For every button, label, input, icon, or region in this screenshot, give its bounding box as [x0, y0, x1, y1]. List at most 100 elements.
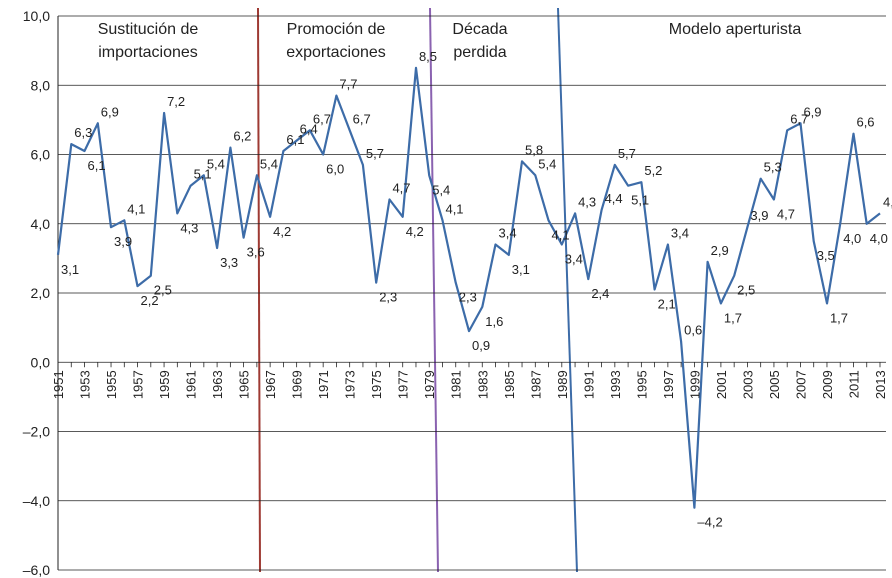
data-label: 6,1 [286, 132, 304, 147]
data-label: 2,4 [591, 286, 609, 301]
data-label: 4,1 [445, 201, 463, 216]
period-label: Sustitución de [98, 21, 199, 38]
data-label: 7,7 [339, 77, 357, 92]
data-label: 6,4 [300, 122, 318, 137]
x-tick-label: 1965 [237, 370, 252, 399]
data-label: –4,2 [697, 515, 722, 530]
x-tick-label: 1953 [78, 370, 93, 399]
x-tick-label: 1991 [581, 370, 596, 399]
period-label: importaciones [98, 44, 198, 61]
data-label: 5,4 [260, 156, 278, 171]
data-label: 3,3 [220, 255, 238, 270]
data-label: 4,7 [777, 207, 795, 222]
data-label: 7,2 [167, 94, 185, 109]
data-label: 2,2 [141, 293, 159, 308]
data-label: 6,2 [233, 129, 251, 144]
period-label: Modelo aperturista [669, 21, 802, 38]
data-label: 2,5 [737, 283, 755, 298]
data-label: 3,4 [499, 226, 517, 241]
data-label: 6,7 [313, 111, 331, 126]
data-label: 3,4 [565, 252, 583, 267]
data-label: 3,1 [512, 262, 530, 277]
data-label: 6,6 [856, 115, 874, 130]
y-tick-label: 2,0 [31, 285, 51, 301]
data-label: 2,5 [154, 283, 172, 298]
x-tick-label: 1979 [422, 370, 437, 399]
data-label: 5,4 [207, 156, 225, 171]
data-label: 4,3 [578, 194, 596, 209]
x-tick-label: 1995 [634, 370, 649, 399]
x-tick-label: 1961 [184, 370, 199, 399]
x-tick-label: 1981 [449, 370, 464, 399]
data-label: 3,6 [247, 245, 265, 260]
x-tick-label: 1957 [131, 370, 146, 399]
period-divider [557, 7, 578, 573]
data-label: 5,7 [618, 146, 636, 161]
data-line [56, 66, 881, 509]
x-tick-label: 2007 [793, 370, 808, 399]
data-label: 6,0 [326, 162, 344, 177]
data-label: 6,3 [74, 125, 92, 140]
x-tick-label: 1955 [104, 370, 119, 399]
x-tick-label: 1951 [51, 370, 66, 399]
x-tick-label: 1963 [210, 370, 225, 399]
data-label: 5,2 [644, 163, 662, 178]
x-tick-label: 1977 [396, 370, 411, 399]
data-label: 4,2 [273, 224, 291, 239]
period-label: Promoción de [287, 21, 386, 38]
x-tick-label: 1993 [608, 370, 623, 399]
x-tick-label: 2009 [820, 370, 835, 399]
data-label: 4,2 [406, 224, 424, 239]
y-tick-label: –6,0 [23, 562, 50, 578]
x-tick-label: 1971 [316, 370, 331, 399]
data-label: 4,1 [127, 201, 145, 216]
data-label: 4,7 [392, 181, 410, 196]
x-tick-label: 1975 [369, 370, 384, 399]
data-label: 3,9 [114, 234, 132, 249]
x-tick-label: 1997 [661, 370, 676, 399]
x-tick-label: 2005 [767, 370, 782, 399]
data-label: 4,4 [605, 191, 623, 206]
data-label: 2,1 [658, 297, 676, 312]
x-tick-label: 1999 [687, 370, 702, 399]
data-label: 4,3 [180, 220, 198, 235]
period-label: Década [452, 21, 507, 38]
data-label: 6,7 [790, 111, 808, 126]
x-tick-label: 2011 [846, 370, 861, 398]
data-label: 0,9 [472, 338, 490, 353]
x-tick-label: 1987 [528, 370, 543, 399]
data-label: 5,7 [366, 146, 384, 161]
data-label: 5,1 [194, 167, 212, 182]
x-tick-label: 1959 [157, 370, 172, 399]
data-label: 1,6 [485, 314, 503, 329]
x-tick-label: 2013 [873, 370, 888, 399]
period-label: perdida [453, 44, 506, 61]
data-label: 3,5 [817, 248, 835, 263]
x-tick-label: 1985 [502, 370, 517, 399]
data-label: 0,6 [684, 322, 702, 337]
x-tick-label: 2003 [740, 370, 755, 399]
data-label: 1,7 [724, 310, 742, 325]
y-tick-label: 0,0 [31, 354, 51, 370]
y-tick-label: –2,0 [23, 424, 50, 440]
data-label: 4,1 [552, 227, 570, 242]
data-label: 5,8 [525, 142, 543, 157]
data-label: 5,4 [538, 156, 556, 171]
data-label: 5,4 [432, 182, 450, 197]
data-label: 4,0 [870, 231, 888, 246]
data-label: 3,1 [61, 262, 79, 277]
period-label: exportaciones [286, 44, 386, 61]
data-label: 5,3 [764, 160, 782, 175]
y-tick-label: 4,0 [31, 216, 51, 232]
data-label: 4,3 [883, 194, 892, 209]
data-label: 6,9 [803, 104, 821, 119]
x-tick-label: 1967 [263, 370, 278, 399]
y-tick-label: 10,0 [23, 8, 50, 24]
data-label: 3,9 [750, 208, 768, 223]
x-tick-label: 1973 [343, 370, 358, 399]
y-tick-label: –4,0 [23, 493, 50, 509]
y-tick-label: 8,0 [31, 77, 51, 93]
x-tick-label: 1989 [555, 370, 570, 399]
data-label: 4,0 [843, 231, 861, 246]
